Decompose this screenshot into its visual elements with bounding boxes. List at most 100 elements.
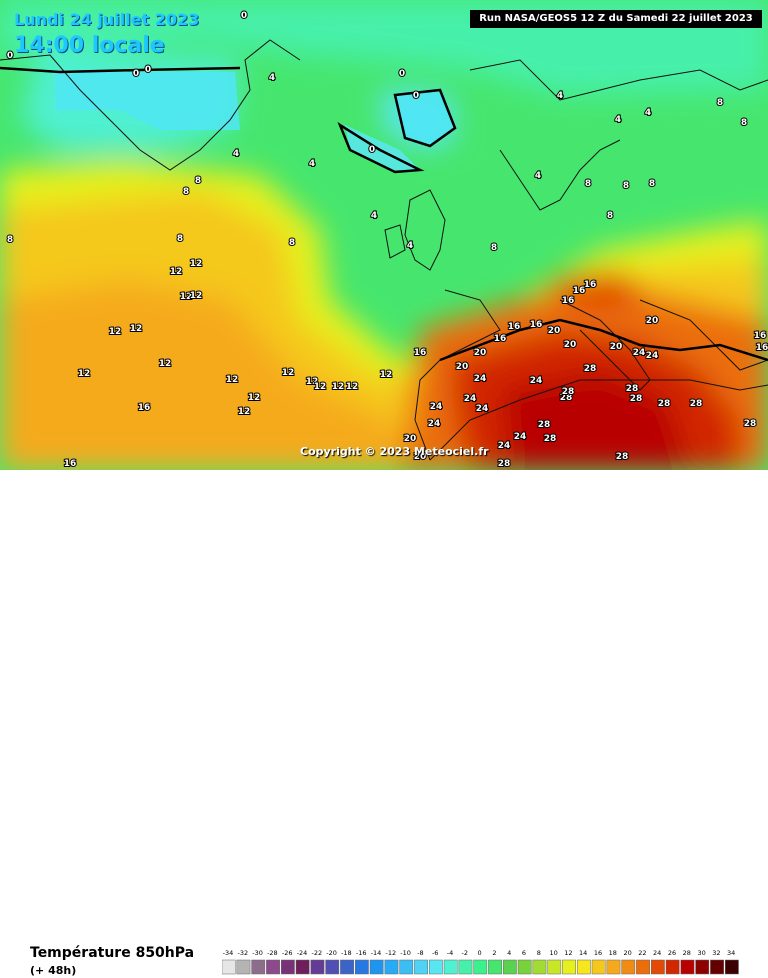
legend-swatch <box>473 959 488 975</box>
legend-swatch <box>325 959 340 975</box>
bold-contours <box>0 66 768 362</box>
ice-region-greenland <box>55 72 240 130</box>
legend-tick: -32 <box>237 949 248 957</box>
legend-tick: -26 <box>282 949 293 957</box>
coast-greenland <box>0 39 301 171</box>
contour-label: 12 <box>314 382 327 392</box>
contour-label: 12 <box>130 324 143 334</box>
contour-label: 0 <box>7 51 13 61</box>
legend-swatch <box>295 959 310 975</box>
contour-label: 24 <box>633 348 646 358</box>
contour-label: 16 <box>584 280 597 290</box>
contour-label: 12 <box>226 375 239 385</box>
contour-label: 0 <box>399 69 405 79</box>
legend-swatch <box>369 959 384 975</box>
legend-tick: 22 <box>638 949 646 957</box>
contour-label: 12 <box>306 377 319 387</box>
legend-tick: -4 <box>447 949 453 957</box>
coast-balkans <box>639 299 768 371</box>
legend-tick: 18 <box>609 949 617 957</box>
legend-tick: -30 <box>252 949 263 957</box>
legend-swatch <box>266 959 280 975</box>
contour-label: 16 <box>530 320 543 330</box>
legend-swatch <box>384 959 399 975</box>
legend-swatch <box>354 959 369 975</box>
footer: Température 850hPa (+ 48h) -34 -32 -30 -28-… <box>0 470 768 977</box>
ice-region-north-sea <box>345 125 420 170</box>
contour-label: 28 <box>616 452 629 462</box>
legend-tick: -18 <box>341 949 352 957</box>
contour-label: 8 <box>607 211 613 221</box>
legend-tick: 16 <box>594 949 602 957</box>
field-warm-atlantic-orange <box>0 280 420 470</box>
contour-label: 8 <box>717 98 723 108</box>
coast-scandinavia <box>469 59 768 101</box>
variable-name: Température 850hPa <box>30 945 195 961</box>
coast-north-africa <box>429 379 768 461</box>
contour-label: 8 <box>177 234 183 244</box>
contour-label: 8 <box>649 179 655 189</box>
contour-label: 8 <box>491 243 497 253</box>
contour-zero-greenland <box>0 66 241 74</box>
legend-swatch <box>636 959 650 975</box>
contour-label: 24 <box>530 376 543 386</box>
contour-label: 12 <box>248 393 261 403</box>
contour-label: 28 <box>584 364 597 374</box>
contour-label: 16 <box>573 286 586 296</box>
coastlines <box>0 39 768 461</box>
contour-label: 28 <box>544 434 557 444</box>
contour-label: 16 <box>138 403 151 413</box>
legend-swatch <box>399 959 414 975</box>
contour-label: 8 <box>623 181 629 191</box>
contour-label: 28 <box>658 399 671 409</box>
contour-label: 0 <box>413 91 419 101</box>
legend-tick: 20 <box>623 949 631 957</box>
contour-24-med <box>439 318 768 362</box>
legend-tick: -24 <box>297 949 308 957</box>
contour-label: 24 <box>646 351 659 361</box>
contour-label: 24 <box>428 419 441 429</box>
contour-label: 16 <box>494 334 507 344</box>
contour-label: 8 <box>741 118 747 128</box>
contour-label: 4 <box>615 115 621 125</box>
legend-tick: -10 <box>400 949 411 957</box>
legend-tick: 8 <box>537 949 541 957</box>
field-hot-alps <box>550 270 650 310</box>
contour-label: 12 <box>282 368 295 378</box>
coast-ireland <box>384 224 406 259</box>
contour-label: 0 <box>145 65 151 75</box>
contour-label: 16 <box>64 459 77 469</box>
legend-swatch <box>621 959 636 975</box>
coast-norway <box>499 139 621 211</box>
legend-swatch <box>591 959 606 975</box>
legend-tick: -2 <box>462 949 468 957</box>
legend-tick: 14 <box>579 949 587 957</box>
contour-label: 24 <box>464 394 477 404</box>
contour-label: 20 <box>646 316 659 326</box>
contour-label: 12 <box>180 292 193 302</box>
legend-swatch <box>428 959 443 975</box>
legend-tick: 0 <box>478 949 482 957</box>
legend-tick: -20 <box>326 949 337 957</box>
contour-label: 16 <box>754 331 767 341</box>
contour-label: 12 <box>380 370 393 380</box>
field-hot-core-dark <box>500 370 690 470</box>
legend-swatch <box>724 959 739 975</box>
contour-label: 16 <box>756 343 768 353</box>
color-legend: -34 -32 -30 -28 -26 -24 -22 -20 -18 -16 -14 -12 -10-… <box>222 949 739 975</box>
ice-region-iceland <box>395 92 455 145</box>
contour-label: 28 <box>560 393 573 403</box>
contour-label: 8 <box>289 238 295 248</box>
legend-tick: 4 <box>507 949 511 957</box>
contour-zero-iceland <box>393 88 457 148</box>
legend-tick: -22 <box>311 949 322 957</box>
legend-swatch <box>606 959 621 975</box>
contour-label: 8 <box>195 176 201 186</box>
contour-label: 12 <box>346 382 359 392</box>
legend-tick: 2 <box>492 949 496 957</box>
legend-tick: 10 <box>549 949 557 957</box>
contour-label: 24 <box>474 374 487 384</box>
